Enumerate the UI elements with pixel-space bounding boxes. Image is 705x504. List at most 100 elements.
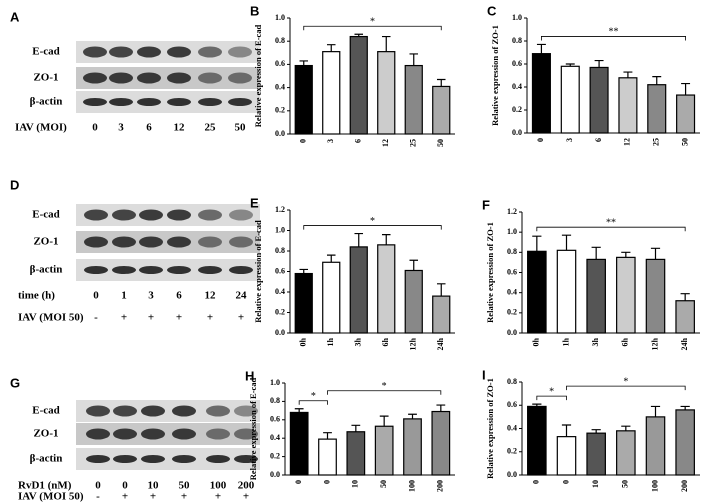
bar bbox=[289, 411, 309, 476]
x-tick-label: 100 bbox=[650, 480, 659, 492]
condition-value: 3 bbox=[118, 122, 124, 134]
error-bar bbox=[436, 78, 446, 87]
condition-label: RvD1 (nM) bbox=[18, 480, 72, 492]
bar bbox=[675, 409, 695, 476]
blot-band bbox=[84, 236, 108, 248]
significance-label: * bbox=[549, 386, 554, 397]
panel-letter: A bbox=[10, 9, 20, 24]
y-tick-label: 0.4 bbox=[507, 423, 517, 432]
significance-bracket bbox=[303, 25, 442, 31]
blot-band bbox=[167, 98, 191, 106]
condition-value: - bbox=[94, 312, 98, 324]
x-tick-label: 0 bbox=[294, 480, 303, 484]
x-tick-label: 3 bbox=[326, 139, 335, 143]
y-tick-label: 0.0 bbox=[275, 328, 285, 337]
bar bbox=[346, 431, 366, 476]
x-tick-label: 24h bbox=[436, 337, 445, 350]
error-bar bbox=[680, 293, 690, 301]
condition-value: 25 bbox=[205, 122, 217, 134]
bar bbox=[618, 77, 638, 134]
y-tick-label: 0.4 bbox=[507, 287, 517, 296]
x-tick-label: 1h bbox=[326, 337, 335, 346]
condition-value: 0 bbox=[93, 290, 99, 302]
bar bbox=[431, 410, 451, 476]
panel-letter: B bbox=[250, 3, 259, 18]
x-tick-label: 50 bbox=[436, 139, 445, 147]
condition-value: 0 bbox=[122, 480, 128, 492]
condition-label: IAV (MOI 50) bbox=[18, 312, 84, 324]
blot-band bbox=[139, 266, 163, 274]
bar bbox=[322, 261, 341, 334]
error-bar bbox=[323, 432, 332, 440]
x-tick-label: 6h bbox=[381, 337, 390, 346]
x-tick-label: 50 bbox=[621, 480, 630, 488]
error-bar bbox=[536, 43, 546, 54]
panel-letter: C bbox=[487, 3, 497, 18]
bar bbox=[432, 295, 451, 334]
blot-band bbox=[141, 455, 165, 463]
bar bbox=[556, 436, 577, 476]
bar bbox=[645, 416, 666, 476]
error-bar bbox=[409, 259, 419, 271]
blot-band bbox=[167, 266, 191, 274]
significance-label: * bbox=[623, 376, 628, 387]
bar bbox=[560, 65, 580, 134]
blot-band bbox=[109, 72, 133, 84]
error-bar bbox=[680, 405, 690, 410]
x-tick-label: 50 bbox=[680, 138, 689, 146]
y-tick-label: 0.4 bbox=[275, 82, 285, 91]
condition-value: + bbox=[148, 312, 154, 324]
x-tick-label: 0 bbox=[299, 139, 308, 143]
x-tick-label: 0 bbox=[532, 480, 541, 484]
bar bbox=[589, 66, 609, 134]
condition-value: 6 bbox=[146, 122, 152, 134]
y-tick-label: 0.2 bbox=[275, 106, 285, 115]
blot-band bbox=[83, 46, 107, 58]
error-bar bbox=[565, 63, 575, 67]
error-bar bbox=[621, 425, 631, 431]
y-tick-label: 1.0 bbox=[512, 13, 522, 22]
bar bbox=[318, 438, 337, 476]
bar bbox=[294, 64, 313, 135]
x-tick-label: 0h bbox=[532, 337, 541, 346]
error-bar bbox=[623, 71, 633, 78]
x-tick-label: 12 bbox=[623, 138, 632, 146]
panel-letter: H bbox=[245, 368, 254, 383]
x-tick-label: 200 bbox=[436, 480, 445, 492]
blot-band bbox=[198, 72, 222, 84]
error-bar bbox=[561, 234, 572, 251]
x-tick-label: 12 bbox=[381, 139, 390, 147]
significance-label: * bbox=[370, 17, 375, 28]
error-bar bbox=[591, 429, 601, 434]
y-tick-label: 0.6 bbox=[275, 266, 285, 275]
blot-band bbox=[228, 72, 252, 84]
panel-letter: F bbox=[482, 197, 490, 212]
y-axis-label: Relative expression of E-cad bbox=[253, 220, 263, 323]
bar bbox=[556, 249, 577, 334]
condition-value: 12 bbox=[205, 290, 217, 302]
bar bbox=[527, 250, 547, 334]
y-tick-label: 0.6 bbox=[270, 415, 280, 424]
blot-strip bbox=[76, 423, 260, 445]
y-tick-label: 1.0 bbox=[275, 225, 285, 234]
condition-value: 24 bbox=[236, 290, 248, 302]
x-tick-label: 6 bbox=[354, 139, 363, 143]
blot-band bbox=[113, 455, 137, 463]
blot-band bbox=[172, 405, 196, 417]
blot-row-label: β-actin bbox=[30, 453, 63, 465]
bar bbox=[531, 53, 551, 134]
x-tick-label: 0 bbox=[561, 480, 570, 484]
error-bar bbox=[299, 268, 309, 274]
error-bar bbox=[681, 82, 691, 96]
significance-bracket bbox=[298, 400, 328, 405]
condition-value: + bbox=[207, 312, 213, 324]
blot-band bbox=[113, 428, 137, 440]
bar bbox=[404, 64, 423, 135]
bar bbox=[586, 432, 606, 476]
blot-band bbox=[172, 428, 196, 440]
bar bbox=[349, 35, 368, 135]
error-bar bbox=[294, 408, 304, 413]
x-tick-label: 6h bbox=[621, 337, 630, 346]
condition-value: 100 bbox=[210, 480, 227, 492]
